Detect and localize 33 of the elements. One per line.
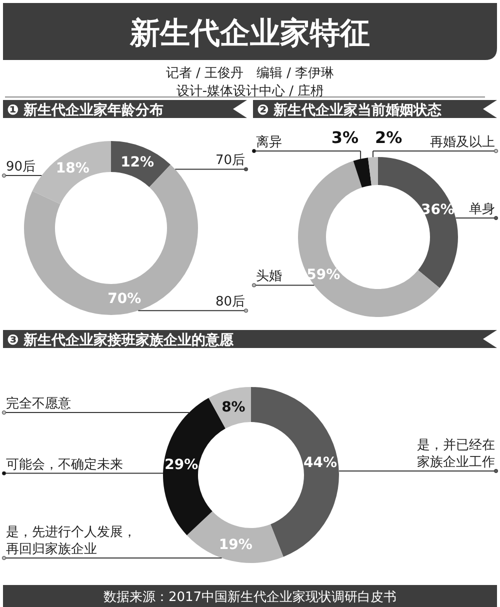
data-label: 18% — [56, 160, 90, 177]
text: 新生代企业家特征 — [129, 16, 370, 51]
legend-label: 80后 — [215, 294, 245, 310]
chart-title: ❸ 新生代企业家接班家族企业的意愿 — [7, 332, 235, 348]
legend-label: 完全不愿意 — [6, 396, 71, 412]
data-label: 70% — [108, 291, 142, 308]
donut-slice — [378, 157, 458, 288]
legend-label: 可能会，不确定未来 — [6, 457, 123, 472]
legend-label: 离异 — [256, 134, 282, 150]
source-note: 数据来源：2017中国新生代企业家现状调研白皮书 — [103, 589, 397, 605]
slice-label: 再婚及以上 — [430, 135, 495, 150]
text: 设计-媒体设计中心 / 庄枬 — [176, 83, 324, 99]
text: 记者 / 王俊丹 编辑 / 李伊琳 — [166, 66, 334, 81]
data-label: 44% — [303, 454, 338, 471]
slice-label: 90后 — [6, 160, 36, 175]
donut-slice — [186, 511, 284, 563]
legend-label: 70后 — [215, 153, 245, 168]
donut-slice — [368, 157, 378, 186]
data-label: 8% — [222, 400, 246, 416]
data-label: 2% — [374, 128, 402, 147]
donut-slice — [353, 158, 372, 188]
data-label: 29% — [164, 456, 198, 473]
slice-label: 是，先进行个人发展，再回归家族企业 — [6, 525, 136, 557]
data-label: 19% — [218, 536, 252, 553]
chart-title: ❷ 新生代企业家当前婚姻状态 — [257, 102, 442, 118]
data-label: 3% — [331, 128, 359, 147]
data-label: 59% — [306, 267, 340, 284]
legend-label: 头婚 — [256, 269, 282, 284]
data-label: 12% — [120, 154, 154, 171]
chart-title: ❶ 新生代企业家年龄分布 — [7, 102, 164, 118]
donut-slice — [251, 387, 339, 557]
slice-label: 是，并已经在家族企业工作 — [417, 438, 495, 470]
slice-label: 单身 — [469, 202, 495, 218]
